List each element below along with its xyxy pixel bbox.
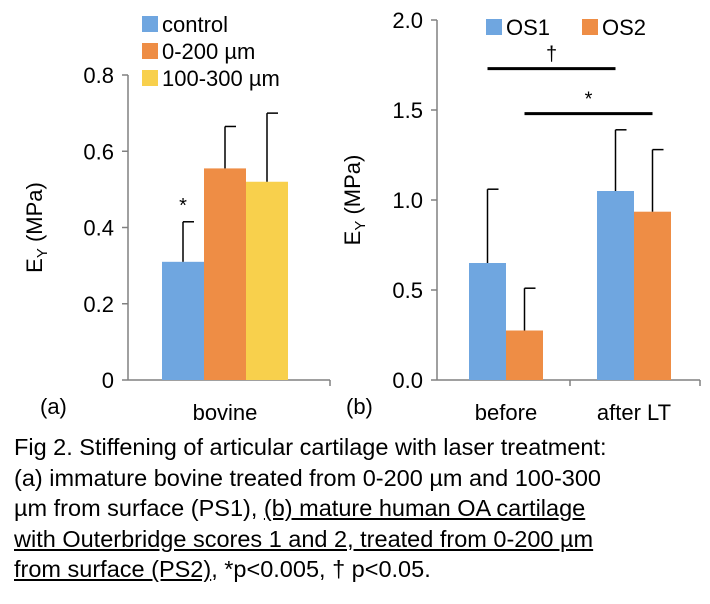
bar <box>246 181 288 380</box>
y-axis-title-unit: (MPa) <box>22 182 47 248</box>
y-axis-title-subscript: Y <box>352 221 369 231</box>
y-tick-label: 0.5 <box>392 278 423 303</box>
caption-underlined-text: with Outerbridge scores 1 and 2, treated… <box>14 525 594 552</box>
x-tick-label: after LT <box>597 400 671 425</box>
caption-underlined-text: from surface (PS2) <box>14 556 212 582</box>
caption-text: , *p<0.005, † p<0.05. <box>211 556 431 582</box>
caption-text: µm from surface (PS1), <box>14 495 264 521</box>
legend-swatch <box>582 19 598 35</box>
significance-marker: * <box>585 89 593 111</box>
y-axis-title-unit: (MPa) <box>340 155 365 221</box>
y-axis-title-subscript: Y <box>34 248 51 258</box>
legend-swatch <box>486 19 502 35</box>
bar <box>506 330 543 380</box>
x-tick-label: bovine <box>193 400 258 425</box>
y-tick-label: 0.2 <box>83 292 114 317</box>
legend-label: 0-200 µm <box>162 39 255 64</box>
caption-line-1: Fig 2. Stiffening of articular cartilage… <box>14 434 607 460</box>
bar <box>634 211 671 380</box>
legend-swatch <box>142 43 158 59</box>
legend-label: 100-300 µm <box>162 66 280 91</box>
y-tick-label: 1.0 <box>392 188 423 213</box>
significance-marker: * <box>179 195 187 217</box>
figure-caption: Fig 2. Stiffening of articular cartilage… <box>14 432 704 585</box>
panel-label: (b) <box>346 394 373 419</box>
y-tick-label: 0 <box>102 368 114 393</box>
legend-swatch <box>142 70 158 86</box>
y-axis-title-main: E <box>22 258 47 273</box>
panel-label: (a) <box>40 394 67 419</box>
x-tick-label: before <box>475 400 537 425</box>
caption-line-3: µm from surface (PS1), (b) mature human … <box>14 493 704 524</box>
caption-line-2: (a) immature bovine treated from 0-200 µ… <box>14 464 601 491</box>
y-tick-label: 0.4 <box>83 216 114 241</box>
legend-label: OS1 <box>506 15 550 40</box>
y-tick-label: 0.8 <box>83 63 114 88</box>
y-tick-label: 1.5 <box>392 98 423 123</box>
legend-swatch <box>142 16 158 32</box>
y-axis-title-main: E <box>340 231 365 246</box>
y-tick-label: 2.0 <box>392 8 423 33</box>
significance-marker: † <box>546 44 557 66</box>
bar <box>597 191 634 380</box>
bar <box>204 168 246 380</box>
caption-line-5: from surface (PS2), *p<0.005, † p<0.05. <box>14 554 704 585</box>
y-axis-title: EY (MPa) <box>340 155 369 246</box>
y-tick-label: 0.0 <box>392 368 423 393</box>
y-axis-title: EY (MPa) <box>22 182 51 273</box>
bar <box>469 263 506 380</box>
bar <box>162 261 204 380</box>
caption-line-4: with Outerbridge scores 1 and 2, treated… <box>14 524 704 555</box>
legend-label: control <box>162 12 228 37</box>
y-tick-label: 0.6 <box>83 139 114 164</box>
legend-label: OS2 <box>602 15 646 40</box>
caption-underlined-text: (b) mature human OA cartilage <box>263 495 586 521</box>
